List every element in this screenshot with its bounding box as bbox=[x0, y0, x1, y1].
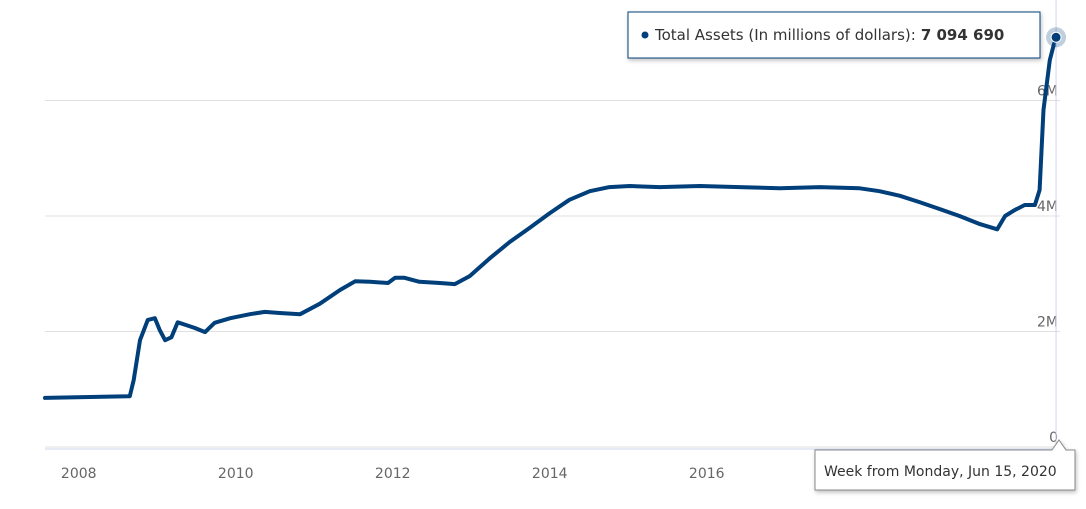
data-line bbox=[43, 35, 1059, 400]
plot bbox=[43, 35, 1059, 400]
x-tick-label: 2010 bbox=[218, 466, 254, 482]
x-tooltip-text: Week from Monday, Jun 15, 2020 bbox=[824, 464, 1057, 480]
y-tick-label: 0 bbox=[1049, 430, 1058, 446]
hover-point bbox=[1050, 31, 1062, 43]
x-tick-label: 2012 bbox=[375, 466, 411, 482]
tooltip-bullet bbox=[641, 31, 649, 39]
tooltip-box bbox=[627, 11, 1041, 59]
x-tooltip-box bbox=[814, 439, 1076, 491]
tooltip-label: Total Assets (In millions of dollars): bbox=[654, 26, 916, 44]
x-tick-label: 2008 bbox=[61, 466, 97, 482]
x-tick-label: 2016 bbox=[689, 466, 725, 482]
tooltips: Total Assets (In millions of dollars): 7 … bbox=[627, 0, 1076, 491]
tooltip-text: Total Assets (In millions of dollars): 7 … bbox=[654, 26, 1004, 44]
tooltip-value: 7 094 690 bbox=[921, 26, 1005, 44]
y-tick-label: 2M bbox=[1037, 314, 1058, 330]
x-tick-label: 2014 bbox=[532, 466, 568, 482]
y-tick-label: 4M bbox=[1037, 199, 1058, 215]
